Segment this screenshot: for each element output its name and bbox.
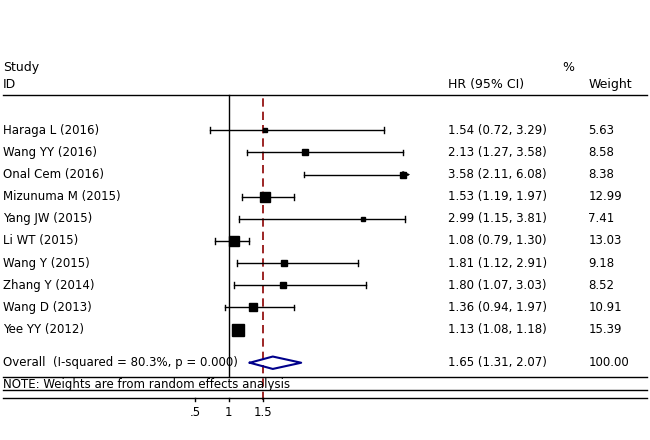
Text: 7.41: 7.41 [588,213,614,225]
Text: 1.53 (1.19, 1.97): 1.53 (1.19, 1.97) [448,190,547,203]
Text: 1.54 (0.72, 3.29): 1.54 (0.72, 3.29) [448,124,547,137]
Text: 1.81 (1.12, 2.91): 1.81 (1.12, 2.91) [448,257,547,270]
Text: 8.52: 8.52 [588,279,614,292]
Text: 3.58 (2.11, 6.08): 3.58 (2.11, 6.08) [448,168,547,181]
Text: Wang D (2013): Wang D (2013) [3,301,92,314]
Text: 2.13 (1.27, 3.58): 2.13 (1.27, 3.58) [448,146,547,159]
Text: 1.65 (1.31, 2.07): 1.65 (1.31, 2.07) [448,356,547,369]
Text: 100.00: 100.00 [588,356,629,369]
Text: ID: ID [3,78,16,92]
Text: Haraga L (2016): Haraga L (2016) [3,124,99,137]
Text: 15.39: 15.39 [588,323,622,336]
Text: Onal Cem (2016): Onal Cem (2016) [3,168,104,181]
Text: 1: 1 [225,406,233,419]
Text: 12.99: 12.99 [588,190,622,203]
Text: 1.5: 1.5 [254,406,272,419]
Text: 1.80 (1.07, 3.03): 1.80 (1.07, 3.03) [448,279,547,292]
Text: 5.63: 5.63 [588,124,614,137]
Text: Yee YY (2012): Yee YY (2012) [3,323,84,336]
Text: 8.58: 8.58 [588,146,614,159]
Text: Zhang Y (2014): Zhang Y (2014) [3,279,95,292]
Text: NOTE: Weights are from random effects analysis: NOTE: Weights are from random effects an… [3,378,291,391]
Text: Li WT (2015): Li WT (2015) [3,235,79,247]
Text: .5: .5 [189,406,201,419]
Text: Study: Study [3,61,40,73]
Text: 13.03: 13.03 [588,235,621,247]
Text: 1.36 (0.94, 1.97): 1.36 (0.94, 1.97) [448,301,547,314]
Text: Wang Y (2015): Wang Y (2015) [3,257,90,270]
Text: 8.38: 8.38 [588,168,614,181]
Text: Overall  (I-squared = 80.3%, p = 0.000): Overall (I-squared = 80.3%, p = 0.000) [3,356,238,369]
Text: Yang JW (2015): Yang JW (2015) [3,213,92,225]
Text: Mizunuma M (2015): Mizunuma M (2015) [3,190,121,203]
Text: HR (95% CI): HR (95% CI) [448,78,525,92]
Text: 10.91: 10.91 [588,301,622,314]
Text: 2.99 (1.15, 3.81): 2.99 (1.15, 3.81) [448,213,547,225]
Text: %: % [562,61,574,73]
Text: Weight: Weight [588,78,632,92]
Text: 1.13 (1.08, 1.18): 1.13 (1.08, 1.18) [448,323,547,336]
Text: 1.08 (0.79, 1.30): 1.08 (0.79, 1.30) [448,235,547,247]
Text: 9.18: 9.18 [588,257,614,270]
Text: Wang YY (2016): Wang YY (2016) [3,146,98,159]
